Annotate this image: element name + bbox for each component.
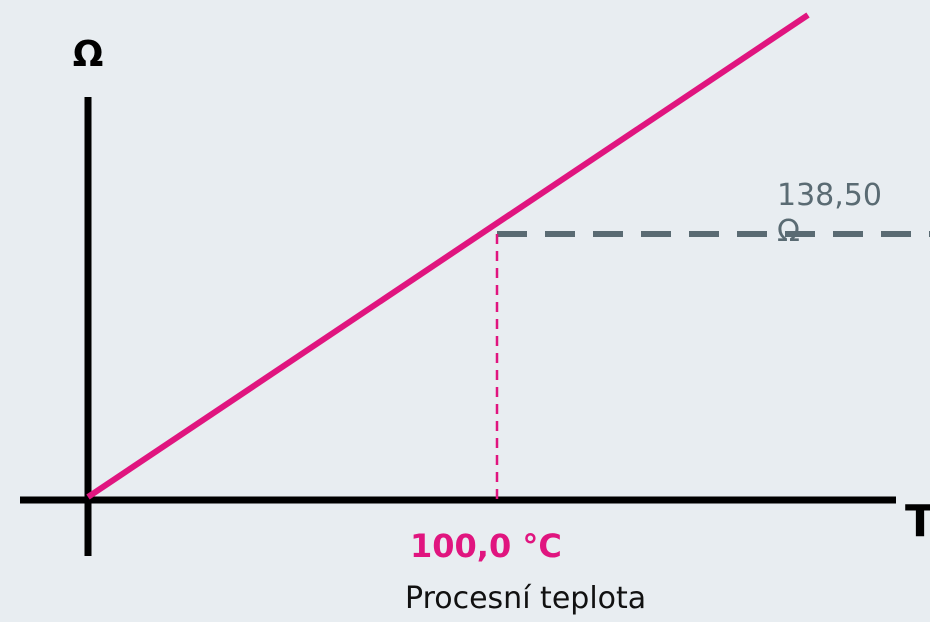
y-axis-label: Ω <box>73 34 104 75</box>
x-caption: Procesní teplota <box>405 581 646 616</box>
temperature-label: 100,0 °C <box>410 527 562 565</box>
x-axis-label: T <box>905 496 930 547</box>
resistance-label: 138,50 Ω <box>777 178 882 249</box>
characteristic-line <box>86 12 810 500</box>
